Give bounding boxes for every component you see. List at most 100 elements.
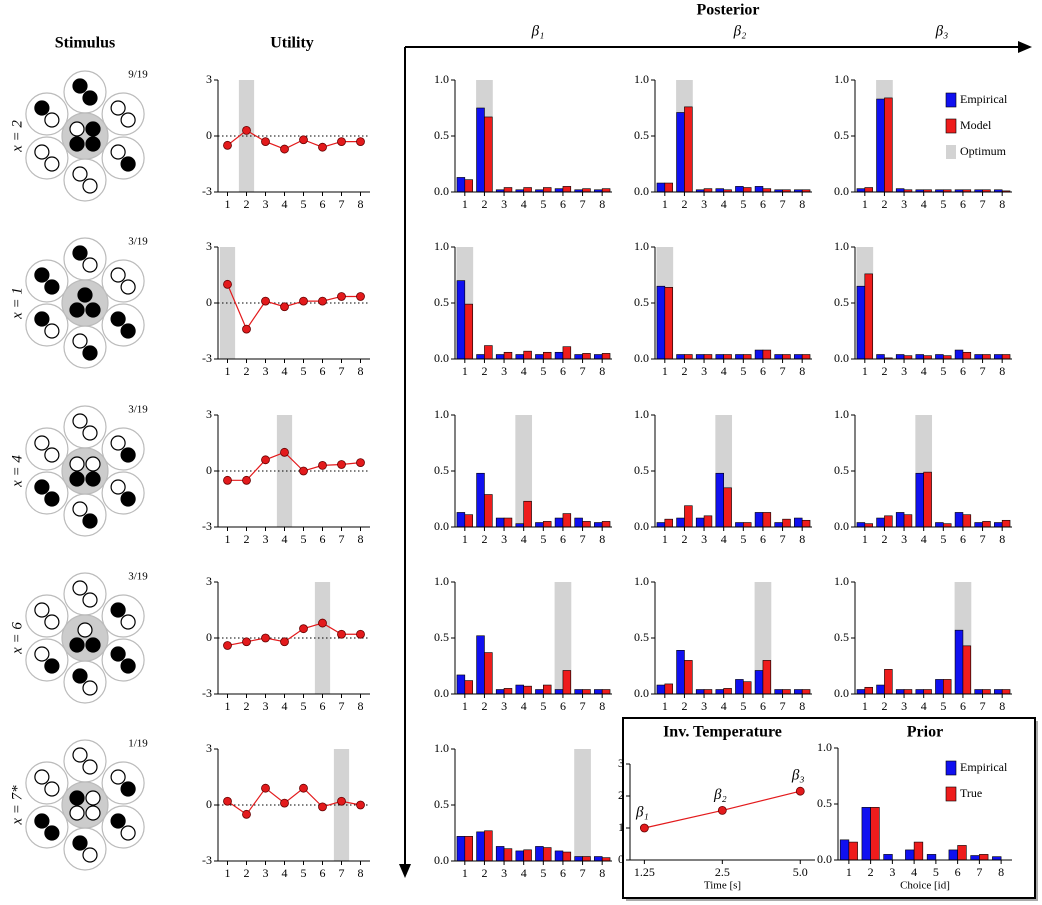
- y-tick-label: 0.5: [434, 630, 449, 644]
- bar: [856, 522, 866, 528]
- stimulus-dot: [72, 413, 88, 429]
- x-tick-label: 7: [980, 699, 986, 713]
- stimulus-cluster: [63, 237, 107, 281]
- x-tick-label: 4: [721, 364, 727, 378]
- x-tick-label: 5: [940, 699, 946, 713]
- x-tick-label: 6: [960, 699, 966, 713]
- stimulus-dot: [44, 279, 60, 295]
- point: [337, 629, 346, 639]
- bar: [523, 849, 532, 862]
- row-label: x = 6: [9, 622, 25, 655]
- x-tick-label: 5.0: [793, 865, 808, 879]
- bar: [684, 505, 693, 528]
- bar: [554, 188, 564, 193]
- x-tick-label: 8: [358, 532, 364, 546]
- bar: [601, 857, 611, 862]
- bar: [495, 846, 505, 862]
- stimulus-dot: [34, 769, 50, 785]
- legend-label: Empirical: [960, 760, 1008, 774]
- x-tick-label: 5: [540, 364, 546, 378]
- bar: [723, 487, 732, 528]
- x-tick-label: 6: [320, 532, 326, 546]
- stimulus-cluster: [63, 493, 107, 537]
- bar: [456, 836, 466, 862]
- x-tick-label: 6: [560, 532, 566, 546]
- stimulus-cluster: [25, 92, 69, 136]
- stimulus-dot: [72, 245, 88, 261]
- stimulus-cluster: [25, 805, 69, 849]
- y-tick-label: 0: [206, 797, 212, 811]
- stimulus-dot: [82, 345, 98, 361]
- x-tick-label: 2: [481, 866, 487, 880]
- bar: [794, 354, 803, 360]
- legend-label: Optimum: [960, 144, 1007, 158]
- x-tick-label: 8: [358, 866, 364, 880]
- y-tick-label: -3: [202, 351, 212, 365]
- bar: [543, 521, 552, 528]
- bar: [543, 847, 552, 862]
- x-tick-label: 7: [976, 865, 982, 879]
- x-tick-label: 8: [599, 197, 605, 211]
- bar: [601, 188, 611, 193]
- bar: [535, 689, 544, 695]
- x-tick-label: 1: [662, 364, 668, 378]
- stimulus-cluster: [63, 158, 107, 202]
- stimulus-dot: [44, 658, 60, 674]
- bar: [582, 856, 591, 862]
- bar: [1001, 519, 1011, 528]
- point: [717, 806, 727, 815]
- y-tick-label: 3: [206, 574, 212, 588]
- y-tick-label: 0.0: [434, 686, 449, 700]
- x-tick-label: 5: [301, 699, 307, 713]
- bar: [723, 354, 732, 360]
- stimulus-dot: [77, 622, 93, 638]
- x-tick-label: 6: [560, 364, 566, 378]
- point: [299, 624, 308, 634]
- bar: [656, 285, 666, 360]
- y-tick-label: 0: [206, 295, 212, 309]
- x-tick-label: 5: [740, 197, 746, 211]
- bar: [594, 522, 603, 528]
- bar: [994, 354, 1003, 360]
- x-tick-label: 8: [599, 699, 605, 713]
- point: [337, 292, 346, 301]
- bar: [861, 807, 871, 861]
- point: [261, 633, 270, 643]
- bar: [684, 354, 693, 360]
- stimulus-dot: [120, 112, 136, 128]
- bar: [884, 515, 893, 528]
- point: [299, 296, 308, 306]
- stimulus-center: [61, 614, 109, 662]
- x-tick-label: 1: [225, 364, 231, 378]
- bar: [684, 106, 693, 193]
- stimulus-dot: [120, 323, 136, 339]
- bar: [574, 517, 583, 528]
- stimulus-dot: [120, 781, 136, 797]
- stimulus-dot: [85, 805, 101, 821]
- bar: [782, 689, 791, 695]
- bar: [676, 112, 685, 193]
- x-tick-label: 5: [540, 866, 546, 880]
- y-tick-label: 0.0: [834, 184, 849, 198]
- bar: [515, 354, 524, 360]
- bar: [464, 514, 473, 528]
- stimulus-dot: [120, 447, 136, 463]
- x-tick-label: 4: [521, 197, 527, 211]
- point: [356, 800, 365, 810]
- x-tick-label: 1: [462, 866, 468, 880]
- beta-label: β₂: [733, 23, 747, 39]
- stimulus-dot: [120, 156, 136, 172]
- bar: [774, 522, 783, 528]
- bar: [601, 689, 611, 695]
- y-tick-label: 0.5: [434, 128, 449, 142]
- bar: [935, 354, 944, 360]
- x-tick-label: 3: [901, 699, 907, 713]
- x-tick-label: 7: [339, 364, 345, 378]
- bar: [464, 680, 473, 695]
- point: [242, 125, 251, 135]
- stimulus-dot: [69, 805, 85, 821]
- point: [261, 783, 270, 793]
- x-tick-label: 1: [862, 364, 868, 378]
- bar: [876, 684, 885, 695]
- point: [795, 786, 805, 796]
